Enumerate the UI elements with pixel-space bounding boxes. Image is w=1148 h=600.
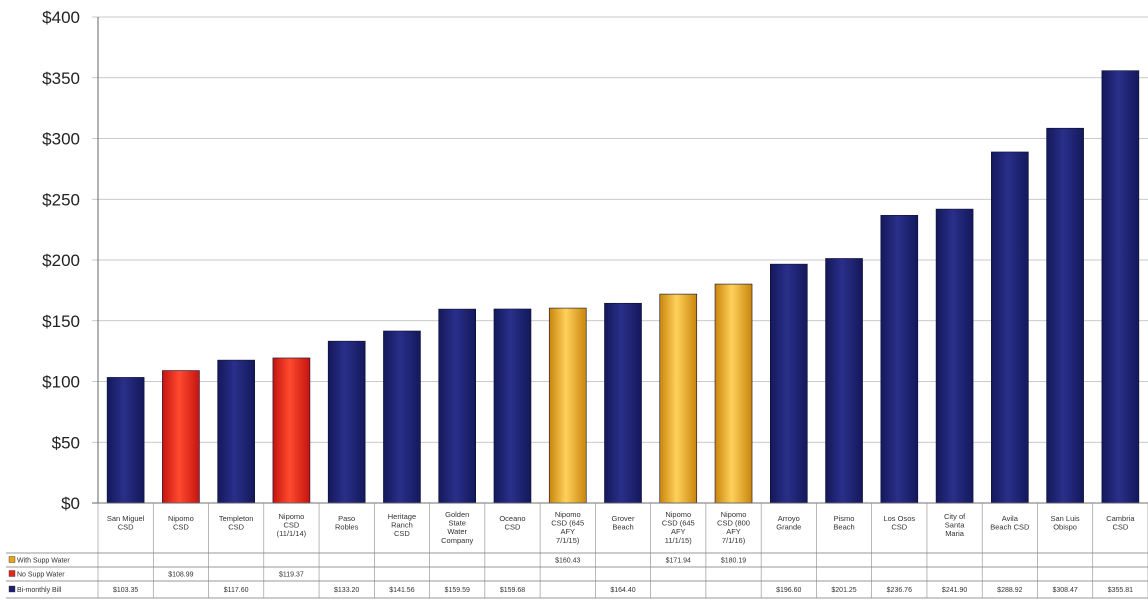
data-value-label: $108.99 [168,572,193,579]
bar-bi-monthly-bill [991,151,1029,504]
y-tick-label: $300 [42,130,80,149]
data-value-label: $201.25 [831,587,856,594]
bar-bi-monthly-bill [935,208,974,504]
bar-bi-monthly-bill [327,340,366,504]
bar-no-supp-water [272,357,311,504]
x-category-label: Avila Beach CSD [990,514,1030,532]
bar-bi-monthly-bill [1046,127,1084,504]
x-category-label: Nipomo CSD (800 AFY 7/1/16) [717,510,750,545]
x-category-label: Oceano CSD [499,514,525,532]
data-value-label: $196.60 [776,587,801,594]
y-axis-ticks: $0 $50 $100 $150 $200 $250 $300 $350 $400 [42,8,80,513]
x-category-label: Los Osos CSD [883,514,915,532]
bars [106,70,1140,504]
data-value-label: $141.56 [389,587,414,594]
bar-bi-monthly-bill [438,308,477,504]
data-value-label: $308.47 [1052,587,1077,594]
x-category-label: Nipomo CSD [168,514,194,532]
data-value-label: $180.19 [721,558,746,565]
x-category-label: Pismo Beach [833,514,854,532]
bar-bi-monthly-bill [493,308,532,504]
x-category-label: Templeton CSD [219,514,254,532]
data-value-label: $164.40 [610,587,635,594]
data-value-label: $160.43 [555,558,580,565]
data-value-label: $103.35 [113,587,138,594]
y-tick-label: $250 [42,190,80,209]
y-tick-label: $200 [42,251,80,270]
x-category-label: Golden State Water Company [441,510,473,545]
x-category-label: Nipomo CSD (645 AFY 11/1/15) [662,510,695,545]
legend-label: Bi-monthly Bill [17,587,62,594]
legend-swatch [8,556,16,563]
x-category-label: Nipomo CSD (645 AFY 7/1/15) [551,510,584,545]
data-value-label: $236.76 [887,587,912,594]
bar-bi-monthly-bill [825,258,863,504]
x-category-label: Nipomo CSD (11/1/14) [277,512,307,538]
bar-bi-monthly-bill [383,330,421,504]
data-value-label: $159.68 [500,587,525,594]
x-category-label: San Luis Obispo [1051,514,1080,532]
bar-no-supp-water [162,370,200,504]
legend-swatch [8,570,16,577]
y-tick-label: $100 [42,373,80,392]
x-category-label: City of Santa Maria [944,512,966,538]
x-category-label: Arroyo Grande [776,514,801,532]
data-value-label: $159.59 [445,587,470,594]
bar-with-supp-water [548,307,587,504]
bar-with-supp-water [659,293,698,504]
x-category-label: Cambria CSD [1106,514,1135,532]
bar-bi-monthly-bill [880,215,919,504]
data-value-label: $288.92 [997,587,1022,594]
x-category-label: Heritage Ranch CSD [388,512,416,538]
y-tick-label: $50 [52,433,80,452]
bar-bi-monthly-bill [1101,70,1140,504]
x-category-label: San Miguel CSD [107,514,145,532]
legend-label: No Supp Water [17,572,65,579]
y-tick-label: $0 [61,494,80,513]
y-tick-label: $350 [42,69,80,88]
data-value-label: $171.94 [666,558,691,565]
data-table: San Miguel CSD Nipomo CSD Templeton CSD Nipomo… [6,502,1148,599]
y-tick-label: $400 [42,8,80,27]
bar-bi-monthly-bill [604,302,642,504]
y-tick-label: $150 [42,312,80,331]
data-value-label: $241.90 [942,587,967,594]
data-value-label: $133.20 [334,587,359,594]
data-value-label: $119.37 [279,572,304,579]
data-value-label: $355.81 [1108,587,1133,594]
x-category-label: Grover Beach [612,514,635,532]
gridlines [92,16,1148,504]
bar-with-supp-water [714,283,753,504]
bar-bi-monthly-bill [106,377,145,504]
bar-bi-monthly-bill [217,359,255,504]
bar-bi-monthly-bill [769,263,808,504]
legend-swatch [8,585,16,593]
legend-label: With Supp Water [17,558,70,565]
data-value-label: $117.60 [224,587,249,594]
x-category-label: Paso Robles [335,514,359,532]
